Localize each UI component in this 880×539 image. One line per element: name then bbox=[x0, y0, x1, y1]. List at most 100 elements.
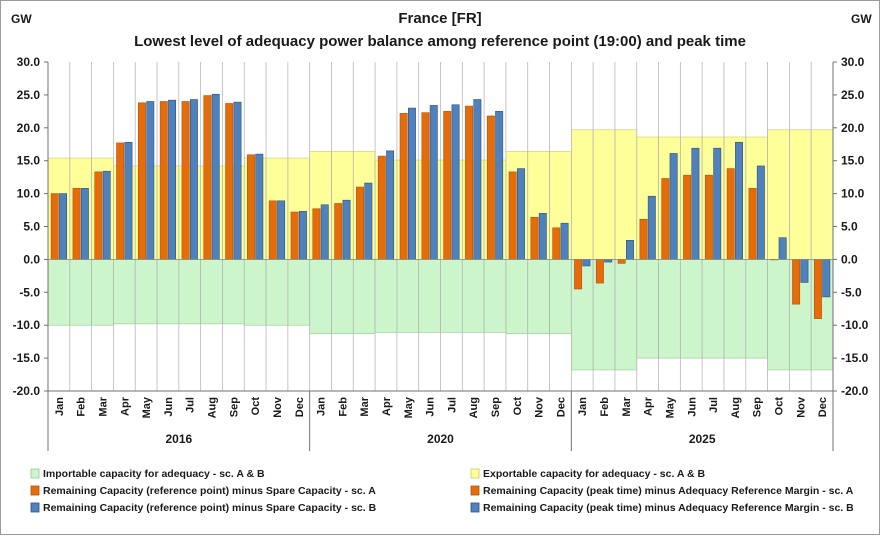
bar-sc-b-2020-mar bbox=[364, 182, 373, 260]
year-label-2016: 2016 bbox=[165, 432, 192, 446]
bar-sc-a-2020-oct bbox=[508, 171, 517, 260]
bar-sc-b-2020-feb bbox=[342, 199, 351, 260]
bar-sc-b-2025-oct bbox=[778, 237, 787, 260]
import-area-2025-aug bbox=[723, 259, 747, 359]
y-tick-label-right: -15.0 bbox=[841, 351, 869, 365]
month-label: Sep bbox=[228, 397, 240, 417]
bar-sc-b-2025-dec bbox=[822, 259, 831, 298]
bar-sc-b-2016-aug bbox=[211, 93, 220, 260]
legend: Importable capacity for adequacy - sc. A… bbox=[30, 468, 854, 514]
legend-swatch-5 bbox=[470, 502, 480, 513]
month-label: Jun bbox=[163, 397, 175, 417]
bar-sc-a-2016-mar bbox=[94, 171, 103, 260]
month-label: Dec bbox=[294, 397, 306, 417]
import-area-2016-mar bbox=[91, 259, 114, 326]
import-area-2025-jun bbox=[680, 259, 703, 359]
month-label: Sep bbox=[490, 397, 502, 417]
bar-sc-a-2016-feb bbox=[72, 188, 81, 260]
bar-sc-b-2020-nov bbox=[538, 213, 547, 260]
year-label-2020: 2020 bbox=[427, 432, 454, 446]
bar-sc-a-2025-dec bbox=[813, 259, 822, 319]
axes bbox=[44, 61, 837, 451]
bar-sc-b-2016-sep bbox=[233, 101, 242, 260]
bar-sc-b-2016-jul bbox=[189, 99, 198, 260]
bar-sc-a-2020-apr bbox=[377, 155, 386, 260]
import-area-2020-jun bbox=[418, 259, 441, 333]
bar-sc-b-2016-jan bbox=[59, 193, 68, 260]
import-area-2020-nov bbox=[527, 259, 550, 335]
bar-sc-b-2025-apr bbox=[647, 195, 656, 260]
x-tick-labels: Jan Feb Mar Apr May Jun Jul Aug Sep Oct Nov Dec 2016… bbox=[54, 396, 829, 446]
bar-sc-b-2020-aug bbox=[473, 99, 482, 260]
y-axis-unit-left: GW bbox=[11, 12, 32, 26]
import-area-2016-feb bbox=[69, 259, 92, 326]
chart-title: France [FR] bbox=[398, 10, 481, 27]
month-label: Mar bbox=[621, 396, 633, 416]
export-area-2025-dec bbox=[810, 129, 834, 260]
bar-sc-a-2016-jan bbox=[50, 193, 59, 260]
export-area-2025-nov bbox=[789, 129, 812, 260]
y-tick-label-left: -5.0 bbox=[19, 285, 40, 299]
month-label: Apr bbox=[381, 396, 393, 416]
month-label: Mar bbox=[98, 396, 110, 416]
month-label: May bbox=[664, 396, 676, 418]
month-label: Jan bbox=[54, 397, 66, 416]
import-area-2020-oct bbox=[505, 259, 529, 335]
bar-sc-b-2025-jan bbox=[582, 259, 591, 267]
legend-swatch-4 bbox=[30, 502, 40, 513]
bar-sc-a-2025-jan bbox=[574, 259, 583, 290]
y-tick-label-right: 20.0 bbox=[841, 121, 865, 135]
bar-sc-b-2020-may bbox=[407, 107, 416, 260]
chart-subtitle: Lowest level of adequacy power balance a… bbox=[134, 33, 746, 50]
bar-sc-b-2020-sep bbox=[495, 111, 504, 260]
month-label: Dec bbox=[555, 397, 567, 417]
month-label: Aug bbox=[207, 397, 219, 418]
month-label: May bbox=[403, 396, 415, 418]
y-tick-label-right: -5.0 bbox=[841, 285, 862, 299]
bar-sc-a-2025-sep bbox=[748, 188, 757, 260]
bar-sc-a-2020-jul bbox=[443, 111, 452, 260]
bar-sc-a-2020-aug bbox=[465, 105, 474, 260]
legend-label-2: Remaining Capacity (reference point) min… bbox=[43, 485, 376, 497]
import-area-2020-dec bbox=[549, 259, 572, 335]
import-area-2025-mar bbox=[614, 259, 638, 371]
bar-sc-a-2025-mar bbox=[617, 259, 626, 264]
month-label: Dec bbox=[817, 397, 829, 417]
bar-series bbox=[50, 93, 831, 319]
month-label: Jul bbox=[446, 397, 458, 413]
bar-sc-b-2020-apr bbox=[386, 150, 395, 260]
bar-sc-b-2016-mar bbox=[102, 170, 111, 260]
bar-sc-a-2016-may bbox=[138, 102, 146, 260]
import-area-2016-jun bbox=[156, 259, 180, 325]
y-tick-label-left: 10.0 bbox=[17, 187, 41, 201]
bar-sc-b-2020-dec bbox=[560, 222, 569, 260]
y-tick-label-right: -10.0 bbox=[841, 318, 869, 332]
month-label: Jul bbox=[185, 397, 197, 413]
import-area-2016-sep bbox=[222, 259, 245, 325]
import-area-2020-mar bbox=[352, 259, 376, 335]
bar-sc-a-2020-feb bbox=[334, 203, 343, 260]
month-label: Feb bbox=[337, 397, 349, 417]
month-label: Mar bbox=[359, 396, 371, 416]
import-area-2016-apr bbox=[113, 259, 136, 325]
bar-sc-b-2025-jul bbox=[713, 147, 722, 260]
month-label: Feb bbox=[599, 397, 611, 417]
export-area-2025-mar bbox=[614, 129, 638, 260]
legend-swatch-1 bbox=[470, 468, 480, 479]
import-area-2016-dec bbox=[287, 259, 310, 326]
y-tick-label-right: -20.0 bbox=[841, 384, 869, 398]
y-tick-label-right: 30.0 bbox=[841, 55, 865, 69]
import-area-2025-apr bbox=[636, 259, 659, 359]
bar-sc-a-2025-feb bbox=[595, 259, 604, 284]
bar-sc-a-2016-sep bbox=[225, 103, 234, 260]
y-tick-label-left: 25.0 bbox=[17, 88, 41, 102]
legend-label-5: Remaining Capacity (peak time) minus Ade… bbox=[483, 502, 854, 514]
export-area-2025-jan bbox=[571, 129, 594, 260]
import-area-2016-jul bbox=[178, 259, 201, 325]
bar-sc-a-2016-nov bbox=[268, 200, 277, 260]
bar-sc-a-2020-jan bbox=[312, 208, 321, 260]
legend-swatch-0 bbox=[30, 468, 40, 479]
month-label: Jan bbox=[577, 397, 589, 416]
y-tick-label-left: 5.0 bbox=[23, 220, 40, 234]
